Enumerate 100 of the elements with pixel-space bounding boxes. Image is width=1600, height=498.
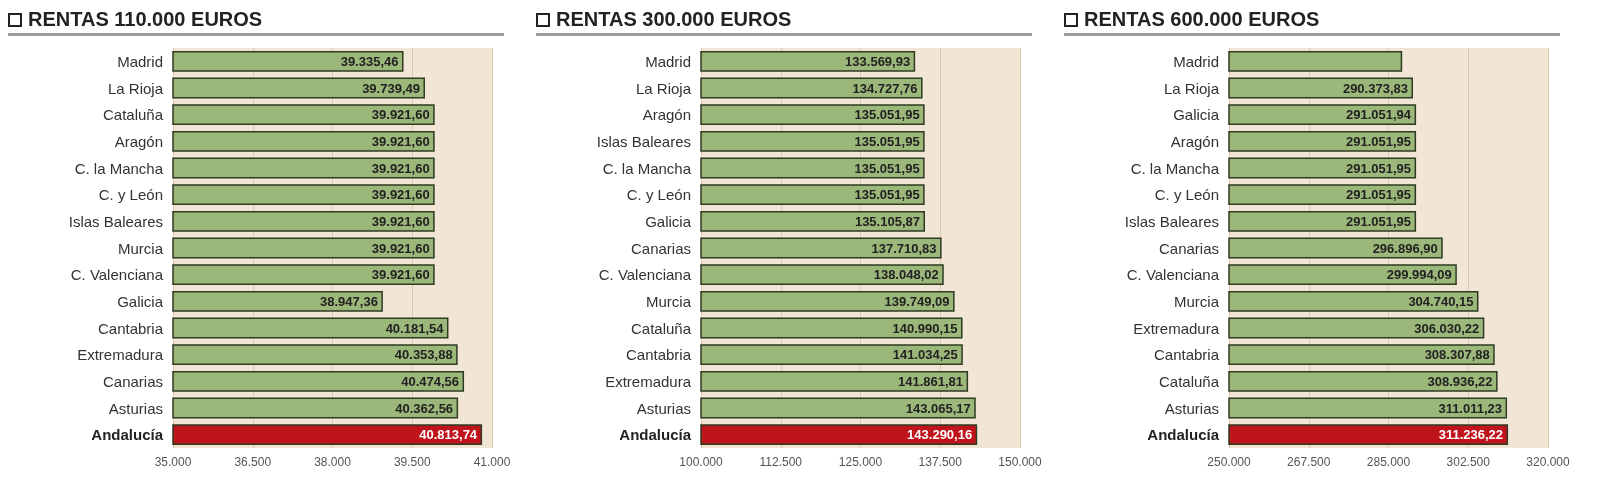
data-label: 39.739,49 — [362, 80, 420, 96]
data-label: 135.051,95 — [854, 187, 920, 203]
y-tick-label: Asturias — [108, 399, 163, 417]
y-tick-label: C. la Mancha — [1130, 159, 1220, 177]
y-tick-label: Galicia — [1173, 106, 1220, 124]
data-label: 40.362,56 — [395, 400, 454, 416]
data-label: 138.048,02 — [873, 267, 939, 283]
x-tick-label: 112.500 — [759, 455, 803, 469]
y-tick-label: Murcia — [117, 239, 164, 257]
y-tick-label: La Rioja — [107, 79, 164, 97]
data-label: 291.051,95 — [1346, 160, 1412, 176]
data-label: 291.051,95 — [1346, 133, 1412, 149]
y-tick-label: Asturias — [636, 399, 691, 417]
data-label: 291.051,95 — [1346, 187, 1412, 203]
x-tick-label: 39.500 — [393, 455, 431, 469]
y-tick-label: Cataluña — [102, 106, 164, 124]
x-tick-label: 302.500 — [1446, 455, 1491, 469]
y-tick-label: Extremadura — [605, 372, 692, 390]
data-label: 139.749,09 — [884, 293, 950, 309]
data-label: 140.990,15 — [892, 320, 958, 336]
y-tick-label: Extremadura — [1133, 319, 1220, 337]
y-tick-label: Cataluña — [630, 319, 692, 337]
y-tick-label: Canarias — [630, 239, 691, 257]
data-label: 141.861,81 — [898, 373, 964, 389]
data-label: 39.921,60 — [371, 160, 430, 176]
y-tick-label: Madrid — [1173, 52, 1219, 70]
data-label: 39.335,46 — [340, 53, 399, 69]
chart-title: RENTAS 110.000 EUROS — [28, 8, 263, 31]
data-label: 137.710,83 — [871, 240, 937, 256]
chart-title: RENTAS 600.000 EUROS — [1084, 8, 1320, 31]
y-tick-label: Aragón — [114, 132, 163, 150]
data-label: 135.105,87 — [854, 213, 920, 229]
y-tick-label: C. Valenciana — [70, 266, 164, 284]
chart-title: RENTAS 300.000 EUROS — [556, 8, 792, 31]
y-tick-label: Galicia — [645, 212, 692, 230]
data-label: 135.051,95 — [854, 160, 920, 176]
y-tick-label: C. Valenciana — [598, 266, 692, 284]
data-label: 40.181,54 — [385, 320, 445, 336]
data-label: 304.740,15 — [1408, 293, 1474, 309]
y-tick-label: Aragón — [1170, 132, 1219, 150]
x-tick-label: 267.500 — [1287, 455, 1331, 469]
x-tick-label: 125.000 — [838, 455, 883, 469]
y-tick-label: Murcia — [1173, 292, 1220, 310]
y-tick-label: Aragón — [642, 106, 691, 124]
x-tick-label: 38.000 — [314, 455, 352, 469]
data-label: 306.030,22 — [1414, 320, 1480, 336]
data-label: 39.921,60 — [371, 267, 430, 283]
data-label: 308.307,88 — [1424, 347, 1490, 363]
y-tick-label: Andalucía — [1147, 426, 1220, 444]
y-tick-label: Cantabria — [1153, 346, 1220, 364]
y-tick-label: Cataluña — [1158, 372, 1220, 390]
data-label: 39.921,60 — [371, 240, 430, 256]
data-label: 143.065,17 — [905, 400, 971, 416]
y-tick-label: Madrid — [117, 52, 163, 70]
x-tick-label: 36.500 — [234, 455, 272, 469]
y-tick-label: C. Valenciana — [1126, 266, 1220, 284]
y-tick-label: Cantabria — [97, 319, 164, 337]
x-tick-label: 41.000 — [473, 455, 511, 469]
data-label: 311.011,23 — [1438, 400, 1503, 416]
data-label: 291.051,94 — [1346, 107, 1412, 123]
y-tick-label: C. la Mancha — [74, 159, 164, 177]
data-label: 133.569,93 — [845, 53, 911, 69]
x-tick-label: 250.000 — [1207, 455, 1252, 469]
data-label: 39.921,60 — [371, 213, 430, 229]
y-tick-label: Canarias — [1158, 239, 1219, 257]
data-label: 135.051,95 — [854, 107, 920, 123]
x-tick-label: 35.000 — [154, 455, 192, 469]
y-tick-label: Murcia — [645, 292, 692, 310]
data-label: 291.051,95 — [1346, 213, 1412, 229]
data-label: 296.896,90 — [1372, 240, 1438, 256]
y-tick-label: Asturias — [1164, 399, 1219, 417]
y-tick-label: La Rioja — [635, 79, 692, 97]
y-tick-label: Islas Baleares — [1124, 212, 1219, 230]
y-tick-label: Andalucía — [619, 426, 692, 444]
data-label: 39.921,60 — [371, 107, 430, 123]
y-tick-label: La Rioja — [1163, 79, 1220, 97]
data-label: 134.727,76 — [852, 80, 918, 96]
y-tick-label: Islas Baleares — [68, 212, 163, 230]
data-label: 299.994,09 — [1386, 267, 1452, 283]
data-label: 40.353,88 — [394, 347, 453, 363]
y-tick-label: C. y León — [626, 186, 691, 204]
x-tick-label: 137.500 — [918, 455, 963, 469]
data-label: 308.936,22 — [1427, 373, 1493, 389]
y-tick-label: Madrid — [645, 52, 691, 70]
y-tick-label: Extremadura — [77, 346, 164, 364]
x-tick-label: 285.000 — [1366, 455, 1411, 469]
data-label: 38.947,36 — [320, 293, 378, 309]
y-tick-label: Andalucía — [91, 426, 164, 444]
data-label: 40.813,74 — [419, 427, 478, 443]
y-tick-label: Galicia — [117, 292, 164, 310]
x-tick-label: 320.000 — [1526, 455, 1571, 469]
y-tick-label: Cantabria — [625, 346, 692, 364]
x-tick-label: 150.000 — [998, 455, 1043, 469]
y-tick-label: Islas Baleares — [596, 132, 691, 150]
data-label: 143.290,16 — [907, 427, 973, 443]
data-label: 135.051,95 — [854, 133, 920, 149]
data-label: 311.236,22 — [1438, 427, 1504, 443]
y-tick-label: Canarias — [102, 372, 163, 390]
y-tick-label: C. y León — [98, 186, 163, 204]
x-tick-label: 100.000 — [679, 455, 724, 469]
